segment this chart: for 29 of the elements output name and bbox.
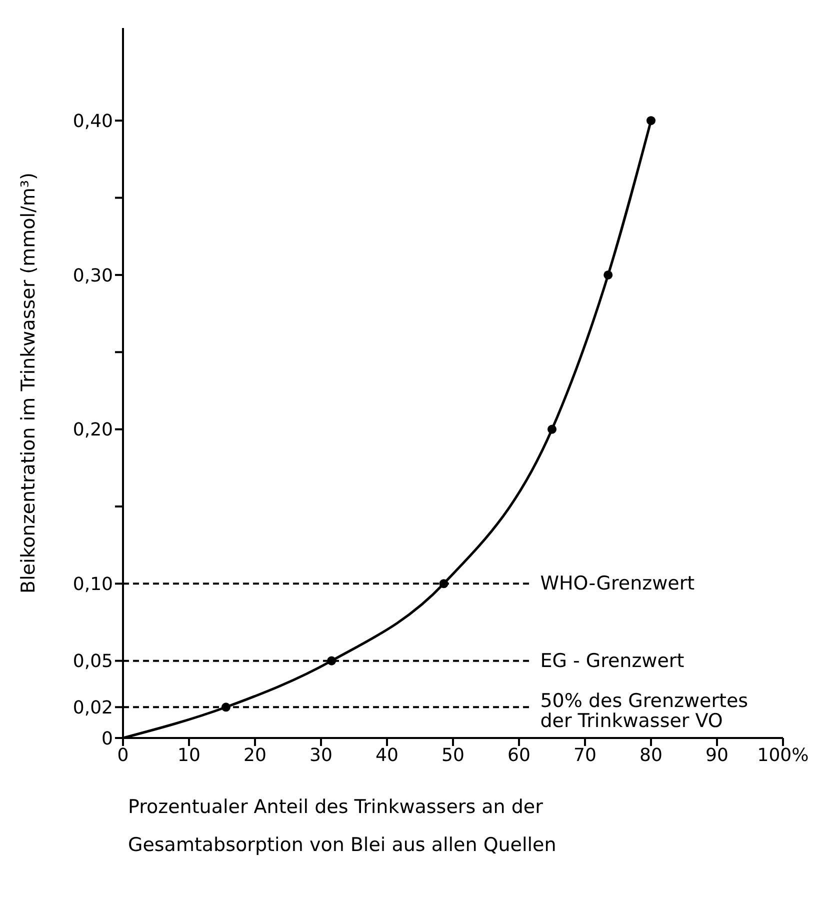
point: [221, 702, 230, 712]
y-tick-label: 0,10: [72, 574, 113, 596]
ref-line-label: EG - Grenzwert: [540, 650, 684, 672]
x-tick-label: 70: [574, 744, 596, 766]
x-tick-label: 60: [508, 744, 530, 766]
y-axis-title: Bleikonzentration im Trinkwasser (mmol/m³): [18, 172, 40, 594]
ref-line-label: 50% des Grenzwertes der Trinkwasser VO: [540, 690, 748, 732]
point: [327, 656, 336, 666]
y-tick-label: 0,30: [72, 265, 113, 286]
x-axis-title: Prozentualer Anteil des Trinkwassers an der Gesamtabsorption von Blei aus allen Quellen: [128, 795, 558, 858]
y-tick-label: 0,20: [72, 420, 113, 441]
point: [646, 116, 656, 126]
x-tick-label: 80: [640, 744, 662, 766]
x-tick-label: 100%: [757, 744, 809, 766]
y-tick-label: 0,40: [72, 111, 113, 132]
y-tick-label: 0: [102, 728, 113, 750]
ref-line-label: WHO-Grenzwert: [540, 572, 695, 595]
x-tick-label: 30: [310, 744, 332, 766]
x-tick-label: 50: [442, 744, 464, 766]
point: [547, 424, 557, 434]
x-tick-label: 90: [706, 744, 728, 766]
x-tick-label: 10: [178, 744, 200, 766]
x-tick-label: 40: [376, 744, 398, 766]
point: [439, 579, 448, 588]
x-tick-label: 0: [117, 744, 129, 766]
y-tick-label: 0,05: [72, 651, 113, 672]
y-tick-label: 0,02: [72, 698, 113, 719]
x-tick-label: 20: [244, 744, 266, 766]
point: [604, 270, 613, 280]
